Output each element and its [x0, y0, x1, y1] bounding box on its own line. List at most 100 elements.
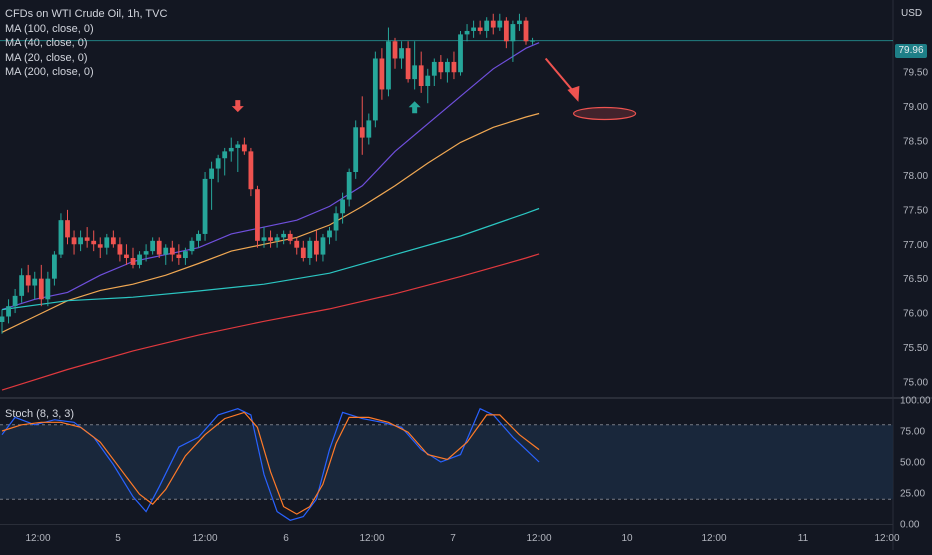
- candle-down: [130, 258, 136, 265]
- candle-up: [517, 20, 522, 25]
- stoch-tick-label: 0.00: [900, 520, 920, 531]
- candle-down: [84, 237, 90, 241]
- candle-down: [176, 254, 182, 259]
- ma20-line: [1, 42, 540, 311]
- ma40-line: [1, 112, 540, 333]
- candle-up: [52, 254, 57, 279]
- time-tick-label: 6: [283, 533, 289, 544]
- stoch-tick-label: 25.00: [900, 489, 925, 500]
- legend: CFDs on WTI Crude Oil, 1h, TVC MA (100, …: [5, 7, 167, 80]
- price-tick-label: 76.50: [903, 274, 928, 285]
- time-tick-label: 5: [115, 533, 121, 544]
- candle-up: [425, 75, 431, 87]
- indicator-ma40[interactable]: MA (40, close, 0): [5, 37, 88, 49]
- stoch-d-line: [1, 411, 540, 515]
- time-tick-label: 12:00: [25, 533, 50, 544]
- time-tick-label: 10: [621, 533, 633, 544]
- candle-down: [255, 189, 260, 241]
- candle-up: [202, 178, 208, 234]
- candle-down: [110, 237, 116, 245]
- candle-up: [464, 30, 470, 35]
- candle-up: [399, 48, 404, 59]
- time-tick-label: 12:00: [526, 533, 551, 544]
- stoch-tick-label: 75.00: [900, 427, 925, 438]
- candle-up: [327, 230, 332, 238]
- candle-down: [97, 244, 103, 248]
- time-tick-label: 12:00: [874, 533, 899, 544]
- time-tick-label: 12:00: [359, 533, 384, 544]
- candle-up: [150, 240, 156, 252]
- candle-up: [58, 220, 64, 255]
- candle-up: [228, 147, 234, 152]
- candle-down: [490, 20, 496, 28]
- price-tick-label: 75.50: [903, 343, 928, 354]
- symbol-title[interactable]: CFDs on WTI Crude Oil, 1h, TVC: [5, 8, 168, 20]
- ma200-line: [1, 253, 540, 391]
- price-tick-label: 77.00: [903, 240, 928, 251]
- candle-up: [320, 237, 326, 255]
- candle-up: [307, 240, 313, 259]
- price-tick-label: 77.50: [903, 205, 928, 216]
- candle-down: [405, 48, 411, 80]
- candle-up: [340, 199, 345, 214]
- stoch-k-line: [1, 407, 540, 521]
- candle-down: [117, 244, 123, 255]
- candle-down: [314, 240, 319, 255]
- candle-down: [169, 247, 175, 255]
- candle-down: [359, 127, 365, 138]
- candle-up: [333, 213, 339, 231]
- candle-up: [6, 306, 11, 317]
- candle-up: [196, 233, 201, 241]
- candle-up: [458, 34, 463, 73]
- candle-up: [0, 316, 5, 323]
- time-tick-label: 11: [798, 533, 809, 544]
- candle-down: [418, 65, 424, 87]
- stoch-tick-label: 50.00: [900, 458, 925, 469]
- candle-down: [124, 254, 129, 259]
- candle-up: [530, 40, 535, 42]
- indicator-ma20[interactable]: MA (20, close, 0): [5, 51, 88, 64]
- price-tick-label: 78.50: [903, 137, 928, 148]
- candle-up: [366, 120, 372, 138]
- indicator-ma100[interactable]: MA (100, close, 0): [5, 22, 94, 35]
- candle-down: [503, 20, 509, 42]
- candle-up: [215, 158, 221, 169]
- projection-arrow-line: [544, 57, 577, 95]
- candle-up: [445, 61, 450, 73]
- candle-up: [78, 237, 83, 245]
- candle-down: [65, 220, 70, 238]
- candle-up: [222, 151, 228, 159]
- candle-up: [281, 233, 287, 238]
- candle-up: [12, 295, 18, 307]
- candle-down: [287, 233, 293, 241]
- candle-up: [274, 237, 280, 241]
- time-tick-label: 12:00: [701, 533, 726, 544]
- candle-up: [235, 144, 241, 148]
- indicator-ma200[interactable]: MA (200, close, 0): [5, 66, 94, 78]
- price-tick-label: 79.00: [903, 102, 928, 113]
- currency-label: USD: [901, 8, 923, 19]
- candle-up: [19, 275, 25, 296]
- candle-down: [71, 237, 77, 245]
- stoch-title[interactable]: Stoch (8, 3, 3): [5, 408, 75, 420]
- candle-up: [497, 20, 503, 28]
- candle-up: [510, 24, 516, 42]
- candle-down: [268, 237, 273, 241]
- candle-down: [294, 240, 300, 248]
- candle-down: [241, 144, 247, 152]
- candle-up: [484, 20, 490, 31]
- candle-up: [137, 254, 142, 265]
- price-tick-label: 78.00: [903, 171, 928, 182]
- candle-down: [25, 275, 31, 286]
- candle-up: [346, 172, 352, 200]
- time-tick-label: 7: [450, 533, 456, 544]
- price-tick-label: 79.50: [903, 68, 928, 79]
- candle-up: [209, 168, 214, 179]
- candle-up: [372, 58, 378, 121]
- candle-up: [163, 247, 169, 255]
- candle-up: [189, 240, 195, 252]
- time-tick-label: 12:00: [192, 533, 217, 544]
- candle-down: [451, 61, 457, 73]
